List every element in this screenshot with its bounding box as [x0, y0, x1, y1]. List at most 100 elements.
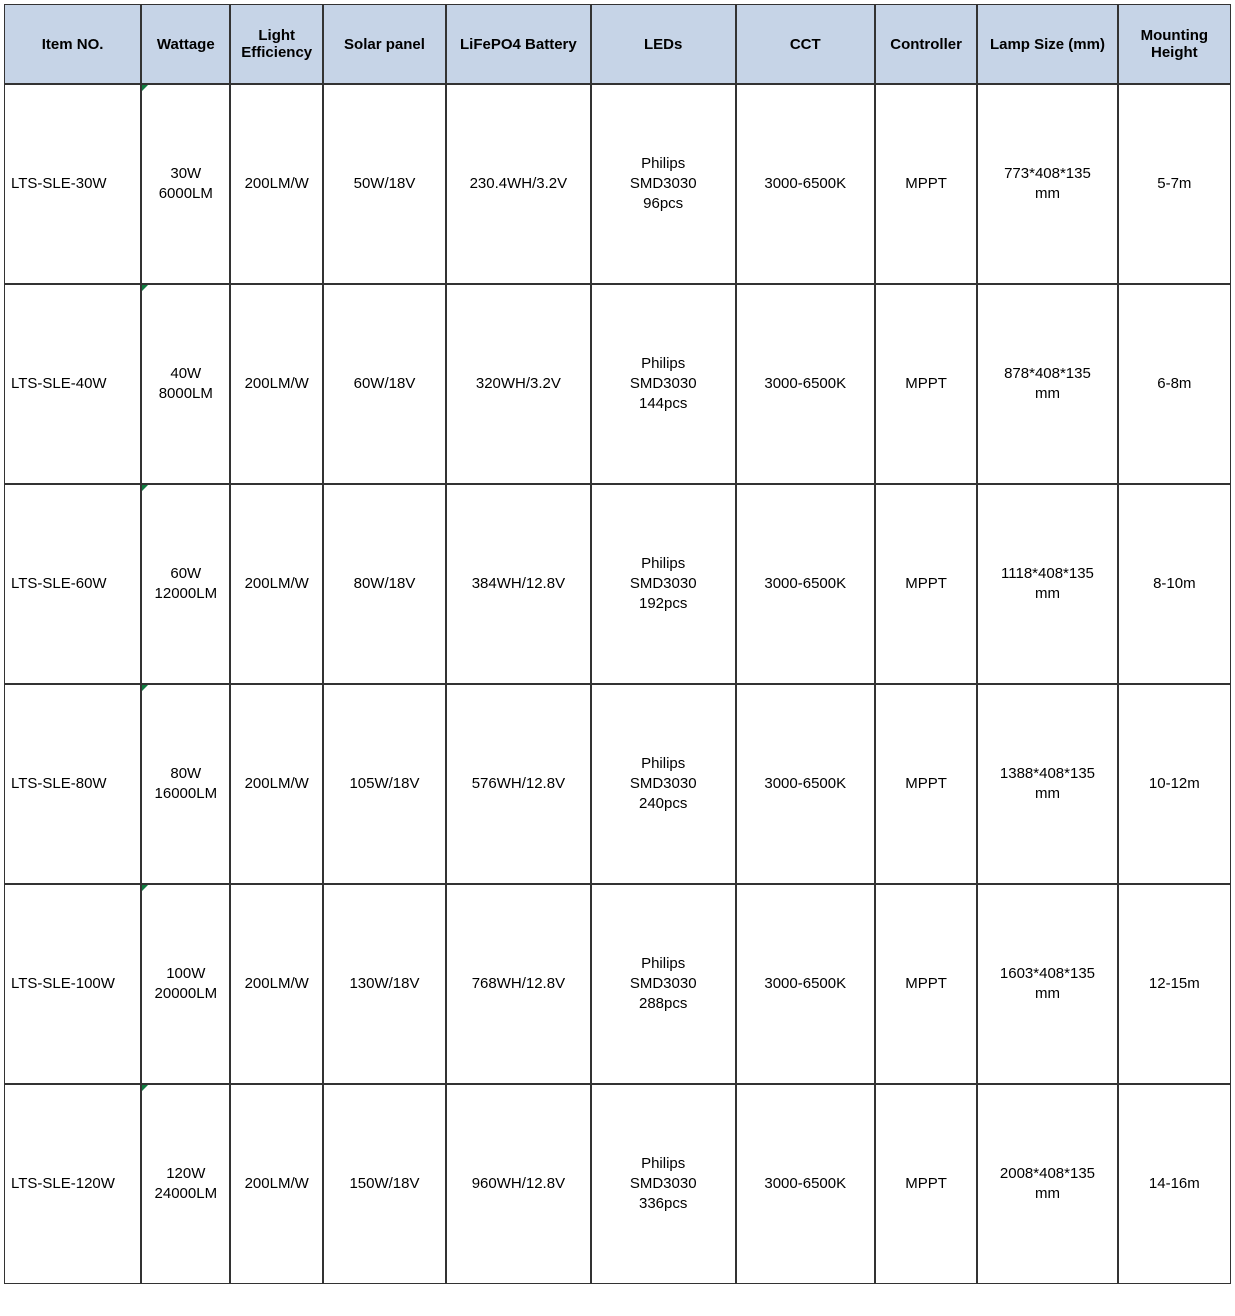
cell-wattage: 60W12000LM: [141, 484, 230, 684]
cell-panel: 130W/18V: [323, 884, 446, 1084]
cell-item: LTS-SLE-30W: [4, 84, 141, 284]
cell-efficiency: 200LM/W: [230, 484, 323, 684]
cell-text: LTS-SLE-80W: [11, 774, 138, 794]
cell-text: 3000-6500K: [739, 974, 872, 994]
cell-text: 2008*408*135: [980, 1164, 1114, 1184]
cell-leds: PhilipsSMD3030144pcs: [591, 284, 736, 484]
cell-text: 230.4WH/3.2V: [449, 174, 588, 194]
cell-text: 100W: [144, 964, 227, 984]
cell-controller: MPPT: [875, 1084, 977, 1284]
cell-panel: 105W/18V: [323, 684, 446, 884]
cell-text: MPPT: [878, 774, 974, 794]
cell-mounting: 12-15m: [1118, 884, 1231, 1084]
cell-mounting: 5-7m: [1118, 84, 1231, 284]
header-panel: Solar panel: [323, 4, 446, 84]
cell-text: LTS-SLE-100W: [11, 974, 138, 994]
cell-text: 3000-6500K: [739, 374, 872, 394]
cell-text: Philips: [594, 1154, 733, 1174]
cell-text: 80W: [144, 764, 227, 784]
cell-text: 200LM/W: [233, 574, 320, 594]
cell-controller: MPPT: [875, 284, 977, 484]
table-row: LTS-SLE-100W 100W20000LM 200LM/W 130W/18V76…: [4, 884, 1231, 1084]
cell-efficiency: 200LM/W: [230, 84, 323, 284]
cell-text: 200LM/W: [233, 974, 320, 994]
table-row: LTS-SLE-30W30W6000LM200LM/W50W/18V 230.4W…: [4, 84, 1231, 284]
cell-text: 3000-6500K: [739, 574, 872, 594]
cell-text: 150W/18V: [326, 1174, 443, 1194]
cell-wattage: 40W8000LM: [141, 284, 230, 484]
cell-text: 576WH/12.8V: [449, 774, 588, 794]
cell-cct: 3000-6500K: [736, 284, 875, 484]
cell-text: 1388*408*135: [980, 764, 1114, 784]
cell-battery: 768WH/12.8V: [446, 884, 591, 1084]
table-head: Item NO.WattageLight EfficiencySolar pan…: [4, 4, 1231, 84]
cell-text: 3000-6500K: [739, 174, 872, 194]
cell-text: 12-15m: [1121, 974, 1228, 994]
cell-text: 384WH/12.8V: [449, 574, 588, 594]
cell-text: mm: [980, 184, 1114, 204]
header-mounting: Mounting Height: [1118, 4, 1231, 84]
cell-wattage: 30W6000LM: [141, 84, 230, 284]
cell-leds: PhilipsSMD3030336pcs: [591, 1084, 736, 1284]
cell-text: mm: [980, 1184, 1114, 1204]
header-item: Item NO.: [4, 4, 141, 84]
cell-text: 3000-6500K: [739, 774, 872, 794]
cell-text: 120W: [144, 1164, 227, 1184]
cell-text: 320WH/3.2V: [449, 374, 588, 394]
cell-cct: 3000-6500K: [736, 1084, 875, 1284]
cell-text: 130W/18V: [326, 974, 443, 994]
cell-text: Philips: [594, 954, 733, 974]
header-battery: LiFePO4 Battery: [446, 4, 591, 84]
cell-item: LTS-SLE-40W: [4, 284, 141, 484]
cell-mounting: 8-10m: [1118, 484, 1231, 684]
cell-lampsize: 2008*408*135mm: [977, 1084, 1117, 1284]
cell-text: 878*408*135: [980, 364, 1114, 384]
cell-text: 1118*408*135: [980, 564, 1114, 584]
cell-text: SMD3030: [594, 1174, 733, 1194]
cell-controller: MPPT: [875, 684, 977, 884]
header-leds: LEDs: [591, 4, 736, 84]
cell-text: LTS-SLE-40W: [11, 374, 138, 394]
cell-text: 24000LM: [144, 1184, 227, 1204]
cell-cct: 3000-6500K: [736, 884, 875, 1084]
cell-text: MPPT: [878, 574, 974, 594]
table-row: LTS-SLE-80W80W16000LM200LM/W105W/18V576W…: [4, 684, 1231, 884]
cell-leds: PhilipsSMD3030288pcs: [591, 884, 736, 1084]
cell-text: 40W: [144, 364, 227, 384]
header-wattage: Wattage: [141, 4, 230, 84]
cell-text: 5-7m: [1121, 174, 1228, 194]
cell-text: 10-12m: [1121, 774, 1228, 794]
cell-text: 8-10m: [1121, 574, 1228, 594]
cell-text: 14-16m: [1121, 1174, 1228, 1194]
spec-table: Item NO.WattageLight EfficiencySolar pan…: [4, 4, 1231, 1284]
cell-text: 200LM/W: [233, 1174, 320, 1194]
cell-text: 105W/18V: [326, 774, 443, 794]
cell-text: 200LM/W: [233, 774, 320, 794]
cell-text: Philips: [594, 354, 733, 374]
table-body: LTS-SLE-30W30W6000LM200LM/W50W/18V230.4W…: [4, 84, 1231, 1284]
header-row: Item NO.WattageLight EfficiencySolar pan…: [4, 4, 1231, 84]
cell-wattage: 120W24000LM: [141, 1084, 230, 1284]
cell-text: SMD3030: [594, 374, 733, 394]
cell-text: 50W/18V: [326, 174, 443, 194]
cell-controller: MPPT: [875, 884, 977, 1084]
cell-cct: 3000-6500K: [736, 684, 875, 884]
cell-item: LTS-SLE-80W: [4, 684, 141, 884]
cell-efficiency: 200LM/W: [230, 1084, 323, 1284]
header-lampsize: Lamp Size (mm): [977, 4, 1117, 84]
table-row: LTS-SLE-120W120W24000LM200LM/W150W/18V96…: [4, 1084, 1231, 1284]
cell-mounting: 10-12m: [1118, 684, 1231, 884]
header-controller: Controller: [875, 4, 977, 84]
cell-panel: 150W/18V: [323, 1084, 446, 1284]
cell-efficiency: 200LM/W: [230, 284, 323, 484]
cell-text: 12000LM: [144, 584, 227, 604]
cell-text: 20000LM: [144, 984, 227, 1004]
cell-lampsize: 1118*408*135mm: [977, 484, 1117, 684]
cell-text: 144pcs: [594, 394, 733, 414]
cell-lampsize: 773*408*135mm: [977, 84, 1117, 284]
cell-text: 80W/18V: [326, 574, 443, 594]
cell-text: Philips: [594, 554, 733, 574]
cell-panel: 80W/18V: [323, 484, 446, 684]
cell-cct: 3000-6500K: [736, 484, 875, 684]
cell-text: 96pcs: [594, 194, 733, 214]
